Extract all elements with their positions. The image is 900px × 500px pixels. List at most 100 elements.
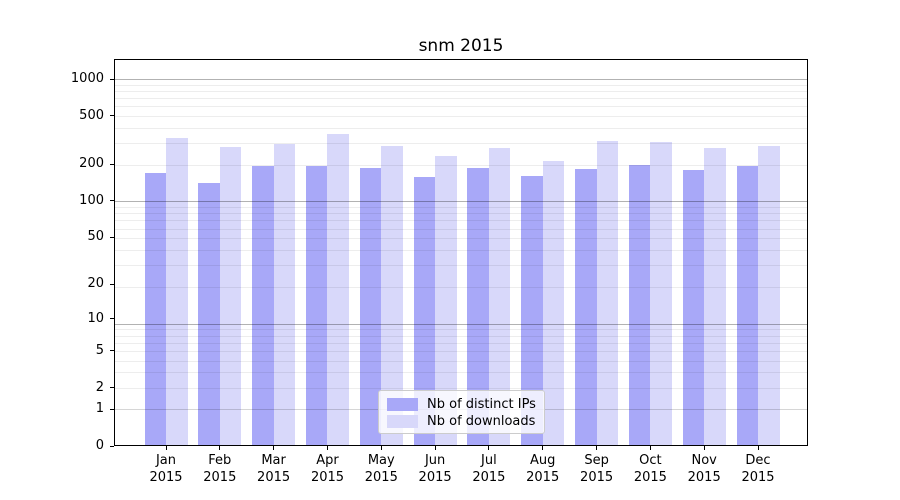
gridline [114, 372, 808, 374]
bar-ips-jan [144, 172, 166, 446]
y-tick-label-500: 500 [79, 107, 104, 123]
x-tick-mark [703, 446, 705, 450]
y-tick-mark [110, 445, 114, 447]
legend-label-distinct-ips: Nb of distinct IPs [427, 397, 536, 412]
x-tick-label-dec: Dec 2015 [741, 453, 775, 485]
gridline [114, 143, 808, 144]
bar-ips-jun [413, 176, 436, 446]
gridline [114, 335, 808, 337]
bar-downloads-aug [542, 161, 565, 446]
legend-item-downloads: Nb of downloads [387, 413, 536, 430]
bar-ips-mar [252, 165, 274, 446]
x-tick-label-sep: Sep 2015 [580, 453, 614, 485]
gridline [114, 265, 808, 267]
bar-ips-aug [521, 176, 543, 446]
gridline [114, 350, 808, 352]
y-tick-label-10: 10 [87, 310, 104, 326]
gridline [114, 90, 808, 92]
y-tick-mark [110, 200, 114, 202]
bar-downloads-nov [704, 147, 726, 446]
bar-ips-dec [736, 165, 759, 446]
legend-swatch-downloads [387, 415, 418, 428]
bar-ips-feb [198, 183, 220, 446]
x-tick-label-apr: Apr 2015 [310, 453, 345, 485]
x-tick-mark [165, 446, 167, 450]
x-tick-label-jul: Jul 2015 [472, 453, 506, 485]
x-tick-label-jan: Jan 2015 [149, 453, 183, 485]
bar-ips-jul [467, 168, 489, 446]
y-tick-mark [110, 318, 114, 320]
gridline [114, 360, 808, 362]
gridline [114, 213, 808, 215]
y-tick-label-0: 0 [95, 438, 104, 453]
y-tick-mark [110, 408, 114, 410]
y-tick-mark [110, 78, 114, 80]
gridline [114, 220, 808, 222]
x-tick-mark [596, 446, 598, 450]
gridline [114, 323, 808, 325]
x-tick-label-mar: Mar 2015 [257, 453, 291, 485]
gridline [114, 238, 808, 240]
gridline [114, 250, 808, 251]
bar-downloads-may [381, 145, 403, 446]
y-tick-label-2: 2 [95, 379, 104, 395]
y-tick-label-200: 200 [79, 156, 104, 172]
chart-title: snm 2015 [418, 36, 504, 56]
x-tick-mark [649, 446, 651, 450]
x-tick-mark [488, 446, 490, 450]
gridline [114, 127, 808, 129]
gridline [114, 115, 808, 117]
x-tick-label-oct: Oct 2015 [633, 453, 667, 485]
legend-label-downloads: Nb of downloads [427, 414, 536, 429]
y-tick-mark [110, 115, 114, 117]
gridline [114, 387, 808, 389]
bar-ips-apr [305, 165, 328, 446]
bar-downloads-feb [219, 146, 242, 446]
x-tick-mark [219, 446, 221, 450]
bar-downloads-oct [650, 141, 672, 446]
gridline [114, 164, 808, 166]
bar-downloads-sep [596, 140, 619, 446]
legend-item-distinct-ips: Nb of distinct IPs [387, 396, 536, 413]
gridline [114, 342, 808, 344]
bar-downloads-jan [166, 137, 188, 446]
y-tick-label-1: 1 [95, 401, 104, 417]
gridline [114, 329, 808, 331]
bar-downloads-jul [488, 148, 511, 446]
x-tick-label-feb: Feb 2015 [203, 453, 237, 485]
gridline [114, 286, 808, 288]
y-tick-mark [110, 236, 114, 238]
bar-ips-nov [682, 169, 705, 446]
bar-downloads-dec [758, 145, 780, 446]
x-tick-mark [757, 446, 759, 450]
bar-ips-may [359, 168, 382, 446]
gridline [114, 106, 808, 108]
x-tick-mark [380, 446, 382, 450]
gridline [114, 207, 808, 208]
legend-swatch-distinct-ips [387, 398, 418, 411]
y-tick-label-5: 5 [95, 342, 104, 358]
y-tick-mark [110, 163, 114, 165]
bar-ips-oct [628, 165, 651, 446]
gridline [114, 201, 808, 203]
y-tick-mark [110, 350, 114, 352]
x-tick-mark [327, 446, 328, 450]
bar-downloads-jun [435, 156, 457, 446]
x-tick-mark [434, 446, 436, 450]
x-tick-mark [542, 446, 544, 450]
gridline [114, 84, 808, 86]
bar-downloads-mar [273, 143, 296, 446]
gridline [114, 98, 808, 99]
x-tick-label-may: May 2015 [364, 453, 398, 485]
x-tick-mark [273, 446, 275, 450]
y-tick-mark [110, 283, 114, 285]
y-tick-label-100: 100 [79, 192, 104, 208]
y-tick-label-20: 20 [87, 276, 104, 292]
x-tick-label-jun: Jun 2015 [418, 453, 452, 485]
gridline [114, 228, 808, 230]
y-tick-mark [110, 387, 114, 389]
x-tick-label-aug: Aug 2015 [526, 453, 560, 485]
legend: Nb of distinct IPs Nb of downloads [378, 390, 545, 434]
gridline [114, 79, 808, 81]
